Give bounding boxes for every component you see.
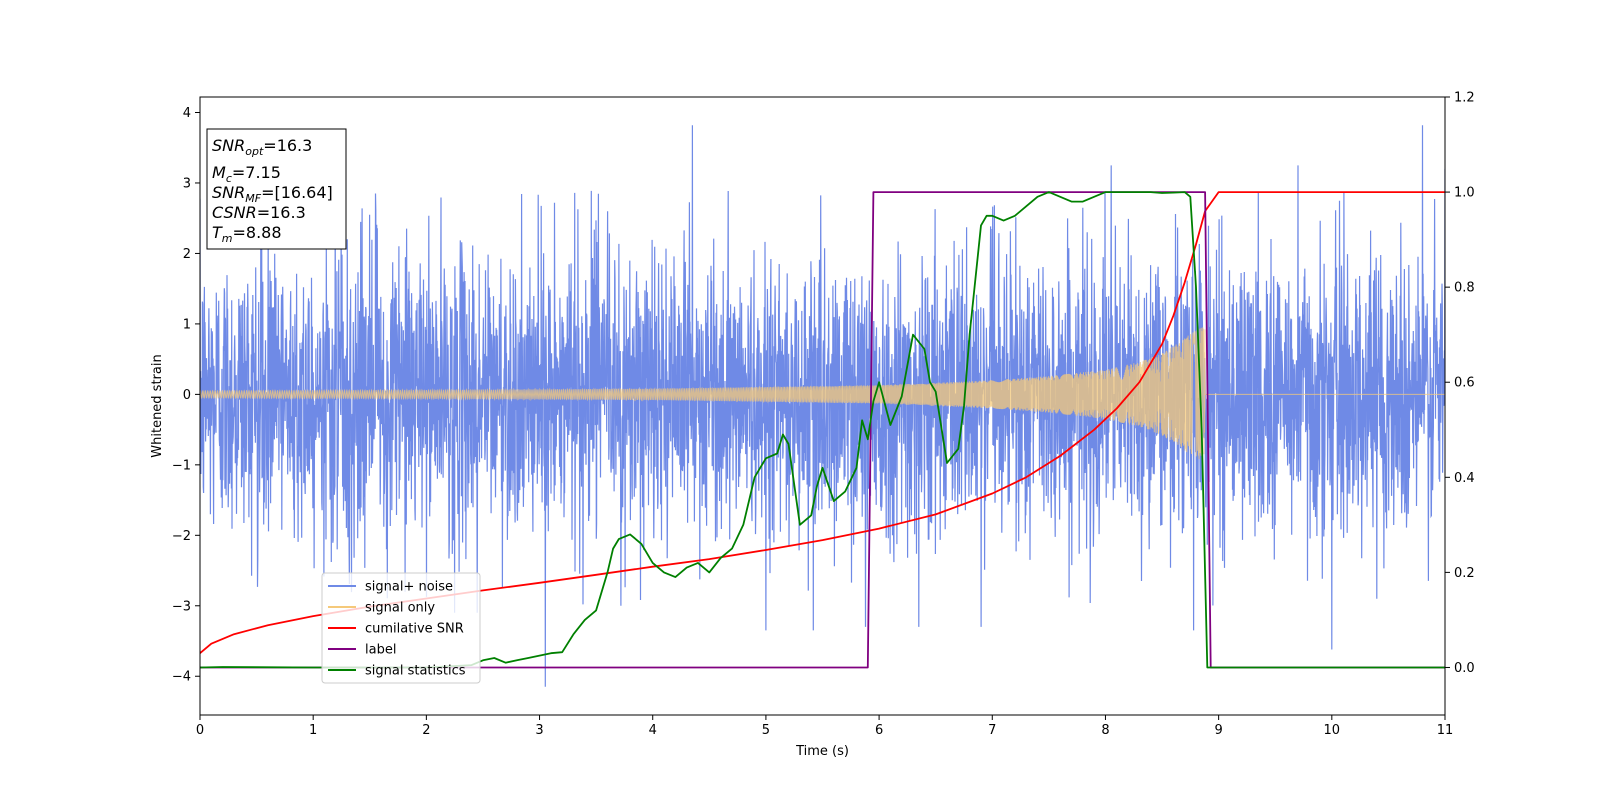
annotation-line: Tm=8.88 — [212, 223, 282, 245]
series-signal-statistics-line — [200, 191, 1445, 669]
annotation-symbol: SNR — [212, 136, 245, 155]
legend: signal+ noise signal only cumilative SNR la… — [321, 572, 481, 684]
legend-entry-label: signal only — [365, 601, 435, 616]
legend-entry-label: label — [365, 643, 396, 658]
annotation-box: SNRopt=16.3Mc=7.15SNRMF=[16.64]CSNR=16.3… — [206, 128, 347, 250]
annotation-value: =16.3 — [257, 203, 306, 222]
axes: 0 1 2 3 4 5 6 7 8 9 10 11 −4 −3 −2 −1 0 1 2 3 4 0.0 0.2 0.4 0.6 0… — [150, 91, 1475, 760]
annotation-value: =16.3 — [263, 136, 312, 155]
annotation-line: CSNR=16.3 — [212, 203, 306, 222]
y2-tick-label: 0.0 — [1454, 661, 1475, 676]
y2-tick-label: 0.2 — [1454, 566, 1475, 581]
annotation-symbol: SNR — [212, 183, 245, 202]
x-tick-label: 0 — [196, 723, 204, 738]
x-tick-label: 3 — [535, 723, 543, 738]
legend-entry-label: signal statistics — [365, 664, 466, 679]
y-tick-label: 3 — [183, 176, 191, 191]
y-tick-label: −1 — [172, 458, 191, 473]
y2-tick-label: 1.0 — [1454, 186, 1475, 201]
annotation-value: =8.88 — [233, 223, 282, 242]
legend-box — [321, 572, 481, 684]
x-tick-label: 11 — [1437, 723, 1454, 738]
x-tick-label: 2 — [422, 723, 430, 738]
annotation-symbol: M — [212, 163, 226, 182]
y2-tick-label: 0.6 — [1454, 376, 1475, 391]
annotation-value: =7.15 — [232, 163, 281, 182]
x-tick-label: 7 — [988, 723, 996, 738]
y-tick-label: 2 — [183, 247, 191, 262]
x-tick-label: 6 — [875, 723, 883, 738]
series-signal-only-line — [200, 327, 1445, 460]
annotation-subscript: m — [222, 232, 233, 245]
annotation-line: SNRopt=16.3 — [212, 136, 312, 158]
axes-frame — [199, 96, 1446, 716]
y-axis-label: Whitened strain — [150, 354, 165, 457]
y-tick-label: −2 — [172, 529, 191, 544]
x-tick-label: 9 — [1214, 723, 1222, 738]
y2-tick-label: 0.8 — [1454, 281, 1475, 296]
y-tick-label: 1 — [183, 317, 191, 332]
y-tick-label: −4 — [172, 670, 191, 685]
annotation-line: SNRMF=[16.64] — [212, 183, 333, 205]
x-axis-label: Time (s) — [795, 744, 849, 759]
legend-entry-label: cumilative SNR — [365, 622, 464, 637]
annotation-symbol: T — [212, 223, 223, 242]
x-tick-label: 10 — [1324, 723, 1341, 738]
annotation-frame — [206, 128, 347, 250]
x-tick-label: 4 — [649, 723, 657, 738]
legend-entry-label: signal+ noise — [365, 580, 453, 595]
x-tick-label: 5 — [762, 723, 770, 738]
annotation-value: =[16.64] — [261, 183, 333, 202]
annotation-symbol: CSNR — [212, 203, 257, 222]
y-tick-label: 0 — [183, 388, 191, 403]
y2-tick-label: 1.2 — [1454, 91, 1475, 106]
y-tick-label: −3 — [172, 599, 191, 614]
annotation-line: Mc=7.15 — [212, 163, 281, 185]
y-tick-label: 4 — [183, 106, 191, 121]
x-tick-label: 1 — [309, 723, 317, 738]
x-tick-label: 8 — [1101, 723, 1109, 738]
annotation-subscript: opt — [245, 145, 264, 158]
annotation-subscript: MF — [245, 192, 261, 205]
series-signal-noise-line — [200, 125, 1445, 687]
annotation-subscript: c — [226, 172, 232, 185]
y2-tick-label: 0.4 — [1454, 471, 1475, 486]
